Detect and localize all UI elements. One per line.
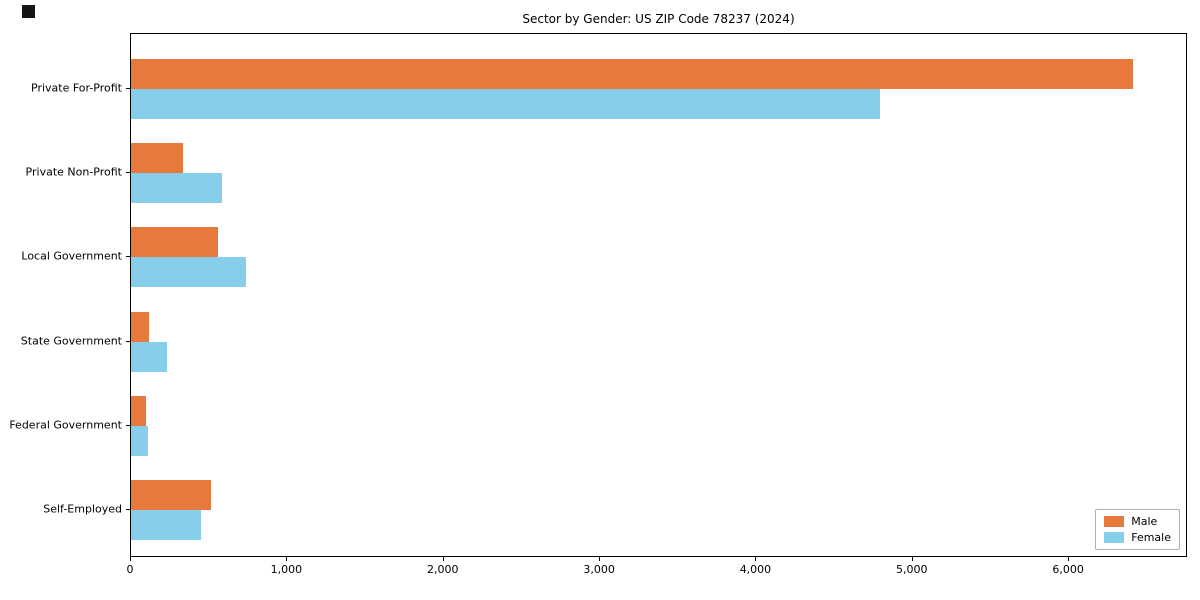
y-tick-label: Local Government [21, 249, 122, 263]
bar-male-3 [131, 311, 149, 342]
bar-female-0 [131, 89, 881, 119]
y-tick-mark [126, 509, 130, 510]
bar-female-1 [131, 173, 222, 204]
bar-male-2 [131, 227, 219, 258]
legend: Male Female [1095, 509, 1180, 550]
x-tick-label: 4,000 [739, 563, 772, 576]
bar-male-5 [131, 480, 211, 510]
y-tick-label: State Government [20, 334, 122, 348]
bar-female-4 [131, 425, 149, 456]
bar-female-3 [131, 341, 167, 372]
x-tick-label: 6,000 [1052, 563, 1084, 576]
x-tick-label: 2,000 [426, 563, 459, 576]
y-tick-label: Federal Government [9, 418, 122, 432]
legend-swatch-female [1104, 532, 1125, 543]
bar-female-5 [131, 510, 202, 540]
x-tick-label: 5,000 [896, 563, 928, 576]
legend-label-male: Male [1131, 515, 1158, 528]
plot-area: Male Female [130, 33, 1187, 557]
y-tick-mark [126, 256, 130, 258]
y-tick-mark [126, 424, 130, 426]
y-tick-mark [126, 88, 130, 89]
corner-artifact-square [22, 5, 35, 18]
y-tick-label: Private For-Profit [31, 81, 122, 95]
chart-title: Sector by Gender: US ZIP Code 78237 (202… [522, 12, 795, 26]
y-tick-label: Self-Employed [43, 502, 122, 516]
x-tick-mark [755, 557, 757, 561]
bar-male-4 [131, 395, 146, 426]
x-tick-mark [599, 557, 601, 561]
legend-entry-male: Male [1104, 516, 1171, 527]
x-tick-mark [130, 557, 131, 561]
x-tick-mark [442, 557, 444, 561]
y-tick-label: Private Non-Profit [25, 165, 122, 179]
legend-label-female: Female [1131, 531, 1171, 544]
x-tick-label: 1,000 [270, 563, 303, 576]
bar-male-0 [131, 59, 1133, 89]
bar-female-2 [131, 257, 247, 288]
y-tick-mark [126, 172, 130, 174]
x-tick-mark [911, 557, 913, 561]
x-tick-label: 0 [126, 563, 134, 576]
legend-entry-female: Female [1104, 532, 1171, 543]
x-tick-mark [286, 557, 288, 561]
legend-swatch-male [1104, 516, 1125, 527]
x-tick-mark [1068, 557, 1070, 561]
x-tick-label: 3,000 [583, 563, 615, 576]
y-tick-mark [126, 340, 130, 342]
bar-male-1 [131, 143, 183, 174]
